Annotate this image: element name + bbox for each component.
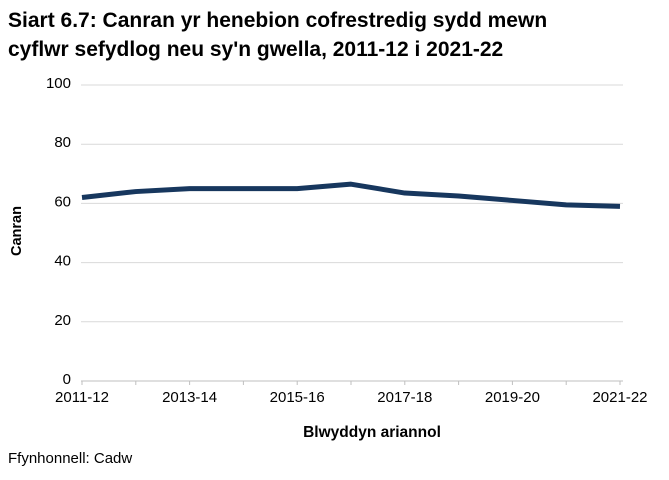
chart-title-line1: Siart 6.7: Canran yr henebion cofrestred…: [8, 9, 548, 32]
x-tick-label: 2015-16: [270, 389, 325, 406]
y-tick-label: 60: [54, 193, 71, 210]
x-tick-label: 2013-14: [162, 389, 217, 406]
x-tick-label: 2011-12: [55, 389, 109, 406]
x-tick-label: 2021-22: [592, 389, 647, 406]
x-tick-label: 2017-18: [377, 389, 432, 406]
y-tick-label: 0: [63, 371, 71, 388]
chart-title: Siart 6.7: Canran yr henebion cofrestred…: [8, 6, 658, 64]
y-tick-label: 40: [54, 253, 71, 270]
y-axis-label: Canran: [9, 206, 25, 256]
data-line-series: [81, 181, 621, 209]
x-tick-label: 2019-20: [485, 389, 540, 406]
source-note: Ffynhonnell: Cadw: [8, 450, 133, 467]
chart-title-line2: cyflwr sefydlog neu sy'n gwella, 2011-12…: [8, 38, 504, 61]
y-tick-label: 100: [46, 75, 71, 92]
x-axis-label: Blwyddyn ariannol: [303, 424, 441, 441]
y-tick-label: 20: [54, 312, 71, 329]
y-tick-label: 80: [54, 134, 71, 151]
